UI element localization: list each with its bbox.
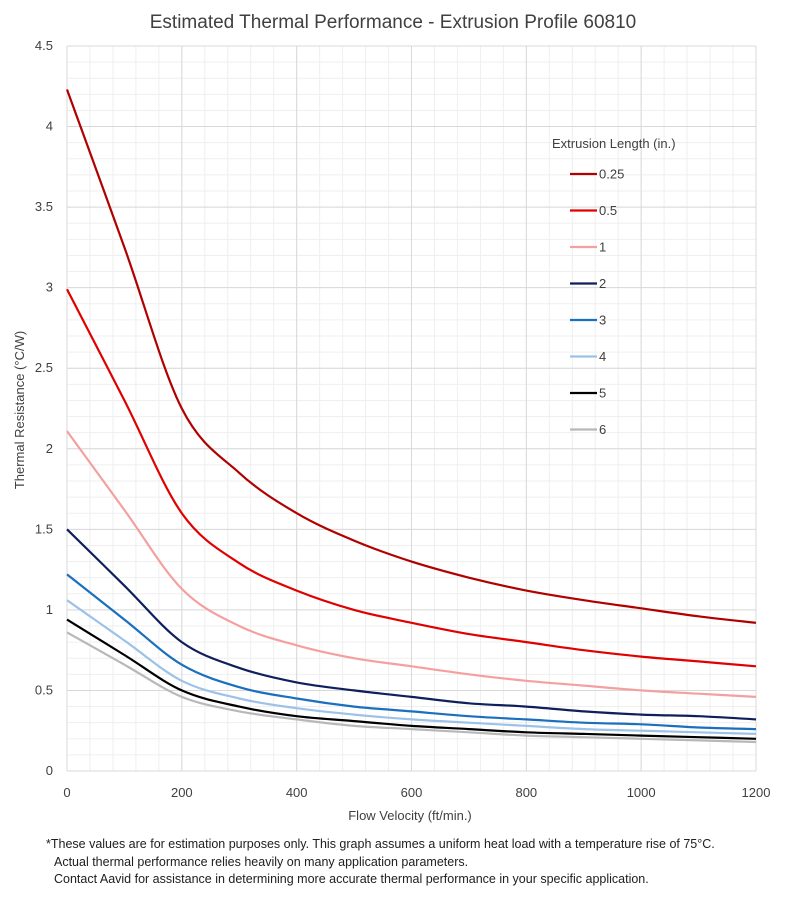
- y-tick-label: 3: [46, 280, 53, 295]
- legend-label: 0.25: [599, 167, 624, 182]
- chart-title: Estimated Thermal Performance - Extrusio…: [150, 12, 636, 33]
- y-tick-label: 4: [46, 119, 53, 134]
- legend-item: 2: [570, 276, 606, 291]
- legend-item: 3: [570, 313, 606, 328]
- footnote-line-2: Actual thermal performance relies heavil…: [54, 854, 469, 869]
- x-tick-label: 1000: [627, 785, 656, 800]
- series-line-4: [66, 599, 757, 735]
- legend-label: 3: [599, 313, 606, 328]
- legend-label: 6: [599, 422, 606, 437]
- series-line-0_5: [66, 288, 757, 668]
- x-tick-label: 200: [171, 785, 193, 800]
- series-line-6: [66, 631, 757, 744]
- legend: Extrusion Length (in.) 0.25 0.5 1 2 3 4 5 6: [552, 136, 676, 437]
- x-tick-label: 400: [286, 785, 308, 800]
- x-tick-label: 800: [515, 785, 537, 800]
- y-tick-label: 3.5: [35, 199, 53, 214]
- y-axis-tick-labels: 0 0.5 1 1.5 2 2.5 3 3.5 4 4.5: [35, 38, 53, 778]
- x-axis-tick-labels: 0 200 400 600 800 1000 1200: [63, 785, 770, 800]
- legend-item: 0.25: [570, 167, 624, 182]
- legend-label: 1: [599, 240, 606, 255]
- y-tick-label: 0: [46, 763, 53, 778]
- legend-item: 4: [570, 349, 606, 364]
- legend-label: 5: [599, 386, 606, 401]
- legend-label: 0.5: [599, 203, 617, 218]
- series-line-1: [66, 430, 757, 698]
- legend-item: 5: [570, 386, 606, 401]
- series-line-5: [66, 618, 757, 740]
- footnote-line-1: *These values are for estimation purpose…: [46, 837, 715, 851]
- y-tick-label: 2: [46, 441, 53, 456]
- series-line-3: [66, 573, 757, 731]
- legend-label: 4: [599, 349, 606, 364]
- y-tick-label: 0.5: [35, 682, 53, 697]
- x-tick-label: 600: [401, 785, 423, 800]
- major-gridlines: [66, 45, 757, 772]
- series-line-0_25: [65, 89, 757, 624]
- y-tick-label: 2.5: [35, 360, 53, 375]
- series-lines: [65, 89, 757, 744]
- series-line-2: [66, 528, 757, 721]
- legend-item: 6: [570, 422, 606, 437]
- y-tick-label: 4.5: [35, 38, 53, 53]
- legend-item: 0.5: [570, 203, 617, 218]
- y-tick-label: 1: [46, 602, 53, 617]
- legend-label: 2: [599, 276, 606, 291]
- legend-item: 1: [570, 240, 606, 255]
- legend-title: Extrusion Length (in.): [552, 136, 676, 151]
- x-tick-label: 1200: [742, 785, 771, 800]
- footnote: *These values are for estimation purpose…: [46, 836, 715, 889]
- footnote-line-3: Contact Aavid for assistance in determin…: [54, 872, 649, 886]
- x-axis-label: Flow Velocity (ft/min.): [348, 808, 472, 823]
- x-tick-label: 0: [63, 785, 70, 800]
- y-axis-label: Thermal Resistance (°C/W): [12, 331, 27, 489]
- y-tick-label: 1.5: [35, 521, 53, 536]
